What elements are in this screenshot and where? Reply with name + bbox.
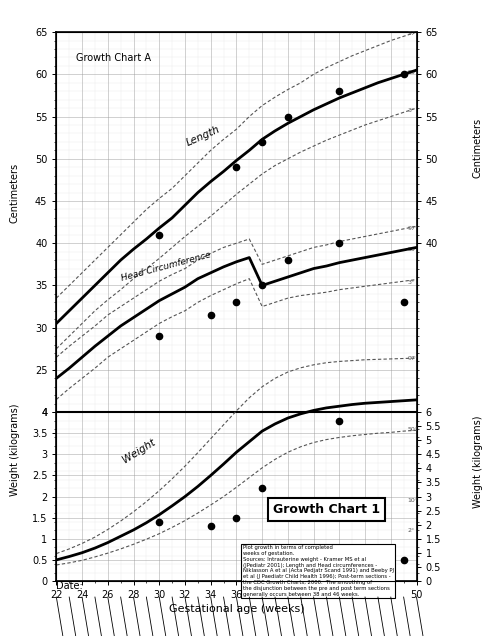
Text: 2°: 2° [408,528,415,533]
Text: Weight: Weight [121,437,157,465]
Text: Centimeters: Centimeters [473,117,483,178]
Text: Head Circumference: Head Circumference [121,250,212,283]
Text: 97°: 97° [408,31,418,37]
Text: 50°: 50° [408,426,418,431]
Text: Centimeters: Centimeters [10,162,20,223]
Text: 3°: 3° [408,279,415,284]
X-axis label: Gestational age (weeks): Gestational age (weeks) [169,604,304,614]
Text: 97°: 97° [408,227,418,231]
Text: 97°: 97° [408,356,418,361]
Text: Growth Chart A: Growth Chart A [75,53,150,63]
Text: Length: Length [185,125,222,148]
Text: 10°: 10° [408,498,418,503]
Text: Date:: Date: [56,582,83,591]
Text: Growth Chart 1: Growth Chart 1 [273,503,380,516]
Text: Weight (kilograms): Weight (kilograms) [10,403,20,496]
Text: 50°: 50° [408,70,418,75]
Text: Plot growth in terms of completed
weeks of gestation.
Sources: Intrauterine weig: Plot growth in terms of completed weeks … [243,545,394,596]
Text: 50°: 50° [408,247,418,252]
Text: 3°: 3° [408,108,415,113]
Text: Weight (kilograms): Weight (kilograms) [473,416,483,508]
